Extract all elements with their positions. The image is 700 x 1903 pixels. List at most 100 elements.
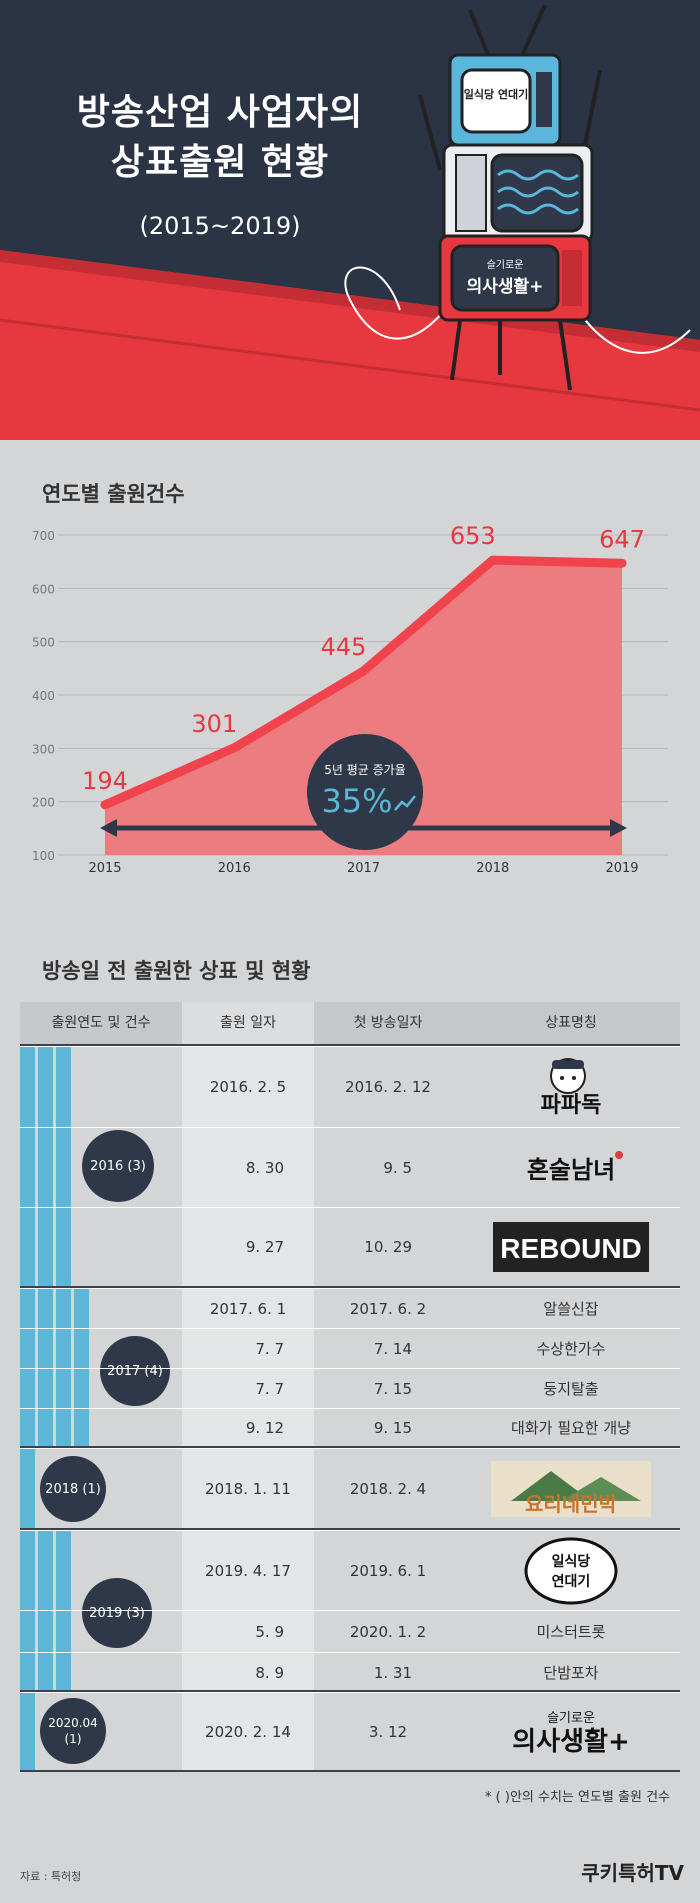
y-tick-label: 300 xyxy=(32,742,55,756)
aired-date: 3. 12 xyxy=(368,1722,408,1741)
filed-date: 7. 7 xyxy=(182,1329,314,1368)
trademark-name: 단밤포차 xyxy=(543,1664,599,1682)
header-year: 출원연도 및 건수 xyxy=(51,1015,151,1031)
filed-date: 9. 12 xyxy=(182,1409,314,1446)
group-2017: 2017 (4) 2017. 6. 1 2017. 6. 2 알쓸신잡 7. 7… xyxy=(20,1286,680,1446)
filed-date: 9. 27 xyxy=(182,1208,314,1286)
year-bars xyxy=(20,1448,35,1528)
table-row: 2016. 2. 5 2016. 2. 12 파파독 xyxy=(20,1046,680,1127)
group-2018: 2018 (1) 2018. 1. 11 2018. 2. 4 요리네민박 xyxy=(20,1446,680,1528)
header-banner: 일식당 연대기 슬기로운 의사생활+ 방송산업 사업자의 상표출원 현황 (20… xyxy=(0,0,700,440)
table-row: 9. 12 9. 15 대화가 필요한 개냥 xyxy=(20,1408,680,1446)
table-row: 5. 9 2020. 1. 2 미스터트롯 xyxy=(20,1610,680,1652)
table-row: 2018. 1. 11 2018. 2. 4 요리네민박 xyxy=(20,1448,680,1528)
tv-top xyxy=(448,53,562,147)
filed-date: 5. 9 xyxy=(182,1611,314,1652)
aired-date: 2018. 2. 4 xyxy=(349,1479,427,1498)
filed-date: 2017. 6. 1 xyxy=(182,1289,314,1328)
table-row: 2017. 6. 1 2017. 6. 2 알쓸신잡 xyxy=(20,1288,680,1328)
honsul-logo: 혼술남녀 xyxy=(462,1128,680,1207)
table-section-title: 방송일 전 출원한 상표 및 현황 xyxy=(42,959,311,983)
year-bars xyxy=(20,1288,89,1446)
svg-text:혼술남녀: 혼술남녀 xyxy=(527,1156,615,1184)
x-tick-label: 2016 xyxy=(218,861,251,876)
svg-text:연대기: 연대기 xyxy=(552,1574,591,1590)
table-header: 출원연도 및 건수 출원 일자 첫 방송일자 상표명칭 xyxy=(20,1002,680,1044)
aired-date: 2019. 6. 1 xyxy=(349,1561,427,1580)
rebound-logo: REBOUND xyxy=(462,1208,680,1286)
y-tick-label: 600 xyxy=(32,582,55,596)
trademark-name: 둥지탈출 xyxy=(543,1380,599,1398)
data-point xyxy=(488,556,497,565)
svg-text:일식당: 일식당 xyxy=(552,1553,591,1570)
data-point xyxy=(101,800,109,809)
trademark-name: 미스터트롯 xyxy=(536,1623,606,1641)
minbak-logo: 요리네민박 xyxy=(462,1449,680,1528)
table-row: 8. 9 1. 31 단밤포차 xyxy=(20,1652,680,1692)
filed-date: 2020. 2. 14 xyxy=(182,1693,314,1770)
y-tick-label: 400 xyxy=(32,689,55,703)
tv-bottom-logo-small: 슬기로운 xyxy=(487,259,524,271)
data-label: 301 xyxy=(191,710,237,738)
data-point xyxy=(359,667,368,675)
year-bars xyxy=(20,1692,35,1770)
year-badge: 2018 (1) xyxy=(40,1456,106,1522)
area-chart: 100 200 300 400 500 600 700 194 301 445 653 647 2015… xyxy=(32,522,668,876)
filed-date: 2016. 2. 5 xyxy=(182,1047,314,1127)
growth-badge xyxy=(307,734,423,850)
footnote: * ( )안의 수치는 연도별 출원 건수 xyxy=(485,1790,670,1805)
filed-date: 7. 7 xyxy=(182,1369,314,1408)
antenna xyxy=(518,4,547,61)
page-title: 방송산업 사업자의 상표출원 현황 xyxy=(40,88,400,188)
y-tick-label: 200 xyxy=(32,796,55,810)
x-tick-label: 2015 xyxy=(88,861,121,876)
year-badge: 2020.04 (1) xyxy=(40,1698,106,1764)
data-label: 445 xyxy=(321,633,367,661)
trend-up-icon xyxy=(394,795,416,811)
aired-date: 1. 31 xyxy=(373,1663,412,1682)
tv-middle xyxy=(442,143,594,243)
trademark-name: 알쓸신잡 xyxy=(543,1300,599,1318)
filed-date: 8. 30 xyxy=(182,1128,314,1207)
header-illustration: 일식당 연대기 슬기로운 의사생활+ xyxy=(0,4,700,440)
trademark-name: 수상한가수 xyxy=(536,1340,606,1358)
data-point xyxy=(618,559,626,568)
area-fill xyxy=(105,560,622,855)
year-badge: 2017 (4) xyxy=(100,1336,170,1406)
group-2019: 2019 (3) 2019. 4. 17 2019. 6. 1 일식당 연대기 … xyxy=(20,1528,680,1692)
aired-date: 7. 15 xyxy=(373,1379,412,1398)
antenna xyxy=(418,94,442,171)
data-point xyxy=(230,743,239,752)
x-tick-label: 2018 xyxy=(476,861,509,876)
range-arrow-left-head xyxy=(100,819,117,837)
tv-top-logo: 일식당 연대기 xyxy=(464,87,529,101)
header-aired-date: 첫 방송일자 xyxy=(353,1015,423,1031)
table-row: 2019. 4. 17 2019. 6. 1 일식당 연대기 xyxy=(20,1530,680,1610)
papadog-logo: 파파독 xyxy=(462,1047,680,1127)
table-row: 9. 27 10. 29 REBOUND xyxy=(20,1207,680,1286)
svg-text:요리네민박: 요리네민박 xyxy=(525,1492,618,1516)
year-bars xyxy=(20,1046,71,1286)
y-tick-label: 700 xyxy=(32,529,55,543)
aired-date: 9. 15 xyxy=(373,1418,412,1437)
year-badge: 2016 (3) xyxy=(82,1130,154,1202)
data-label: 647 xyxy=(599,525,645,553)
tv-bottom xyxy=(438,234,592,391)
svg-text:의사생활+: 의사생활+ xyxy=(512,1727,629,1757)
trademark-table: 출원연도 및 건수 출원 일자 첫 방송일자 상표명칭 2016 (3) 201… xyxy=(20,1002,680,1770)
y-tick-label: 500 xyxy=(32,636,55,650)
red-floor xyxy=(0,250,700,440)
aired-date: 10. 29 xyxy=(364,1238,412,1256)
filed-date: 2018. 1. 11 xyxy=(182,1449,314,1528)
floor-line xyxy=(0,318,700,412)
data-label: 653 xyxy=(450,522,496,550)
aired-date: 2017. 6. 2 xyxy=(349,1299,427,1318)
table-bottom-line xyxy=(20,1770,680,1772)
source-label: 자료 : 특허청 xyxy=(20,1870,82,1883)
table-row: 7. 7 7. 14 수상한가수 xyxy=(20,1328,680,1368)
filed-date: 8. 9 xyxy=(182,1653,314,1692)
header-trademark-name: 상표명칭 xyxy=(545,1015,597,1031)
growth-badge-value: 35% xyxy=(321,782,392,820)
brand-logo: 쿠키특허TV xyxy=(581,1861,684,1885)
aired-date: 2020. 1. 2 xyxy=(349,1622,427,1641)
